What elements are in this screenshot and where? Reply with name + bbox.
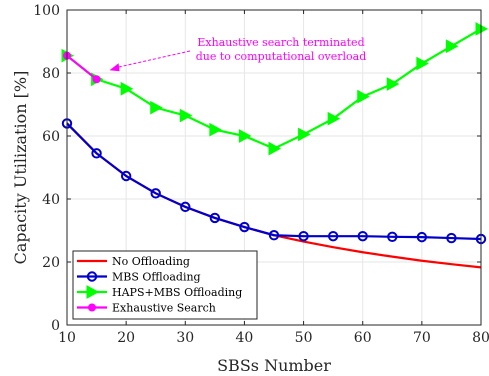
data-point-dot <box>92 75 101 84</box>
data-point-triangle <box>357 89 370 104</box>
annotation-arrow-head <box>109 63 120 72</box>
x-tick-label: 20 <box>117 330 135 346</box>
y-tick-label: 40 <box>42 192 60 208</box>
series-line <box>66 54 98 81</box>
x-tick-label: 10 <box>58 330 76 346</box>
legend-label: Exhaustive Search <box>112 302 216 315</box>
data-point-circle <box>268 230 280 241</box>
x-tick-label: 60 <box>354 330 372 346</box>
legend-item: No Offloading <box>77 255 190 268</box>
axis-ticks: 10 20 30 40 50 60 70 80 0 20 40 60 80 100 <box>33 3 489 346</box>
data-point-triangle <box>386 77 400 91</box>
series-line <box>66 122 482 241</box>
data-point-circle <box>239 221 250 233</box>
data-point-circle <box>91 148 102 159</box>
data-point-triangle <box>268 141 282 156</box>
data-point-triangle <box>150 100 163 115</box>
data-point-triangle <box>238 129 252 143</box>
y-tick-label: 60 <box>42 129 60 145</box>
legend-item: MBS Offloading <box>77 271 201 284</box>
data-point-circle <box>357 230 368 242</box>
data-point-circle <box>446 232 457 244</box>
data-point-triangle <box>327 111 341 126</box>
y-tick-label: 0 <box>51 318 60 334</box>
y-axis-title: Capacity Utilization [%] <box>11 71 30 265</box>
data-point-circle <box>298 230 309 242</box>
data-point-triangle <box>209 122 222 137</box>
x-tick-label: 80 <box>472 330 489 346</box>
x-tick-label: 30 <box>176 330 194 346</box>
data-point-triangle <box>445 39 459 54</box>
x-tick-label: 50 <box>295 330 313 346</box>
legend-label: No Offloading <box>112 255 190 268</box>
data-point-circle <box>327 230 339 242</box>
data-point-circle <box>209 212 221 224</box>
y-tick-label: 20 <box>42 255 60 271</box>
legend-item: HAPS+MBS Offloading <box>77 285 242 299</box>
data-point-triangle <box>86 285 100 299</box>
legend: No Offloading MBS Offloading HAPS+MBS Offl… <box>72 250 258 320</box>
plot-frame <box>66 9 482 326</box>
y-tick-label: 100 <box>33 3 60 19</box>
data-point-circle <box>387 231 398 243</box>
x-axis-title: SBSs Number <box>217 356 331 375</box>
x-tick-label: 70 <box>413 330 431 346</box>
x-tick-label: 40 <box>236 330 254 346</box>
data-point-circle <box>416 231 428 243</box>
data-point-circle <box>120 170 132 182</box>
data-point-triangle <box>179 108 193 123</box>
data-point-triangle <box>120 81 134 96</box>
legend-label: MBS Offloading <box>112 271 201 284</box>
legend-item: Exhaustive Search <box>77 302 216 315</box>
data-point-triangle <box>298 127 311 142</box>
legend-label: HAPS+MBS Offloading <box>112 286 242 299</box>
y-tick-label: 80 <box>42 66 60 82</box>
data-point-triangle <box>416 56 429 71</box>
data-point-circle <box>86 271 98 282</box>
annotation-arrow-line <box>117 50 191 68</box>
data-point-circle <box>150 188 161 199</box>
data-point-dot <box>88 303 96 312</box>
annotation-text: due to computational overload <box>196 50 367 63</box>
annotation-text: Exhaustive search terminated <box>197 36 364 49</box>
data-point-circle <box>180 201 191 213</box>
